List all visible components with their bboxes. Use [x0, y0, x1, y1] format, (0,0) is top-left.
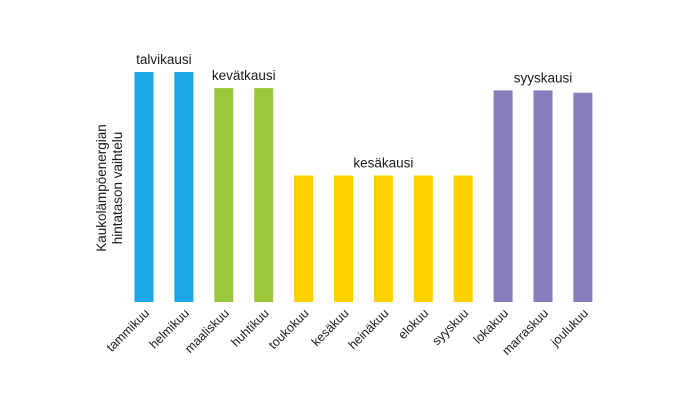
bar-marraskuu — [533, 90, 553, 303]
bar-heinäkuu — [373, 175, 393, 302]
bar-joulukuu — [573, 92, 593, 302]
x-tick-label: toukokuu — [266, 306, 312, 352]
bar-maaliskuu — [214, 88, 234, 302]
bar-elokuu — [413, 175, 433, 302]
bar-toukokuu — [294, 175, 314, 302]
bar-syyskuu — [453, 175, 473, 302]
bars-group — [134, 72, 593, 303]
x-tick-label: syyskuu — [429, 306, 471, 348]
bar-huhtikuu — [254, 88, 274, 302]
bar-kesäkuu — [334, 175, 353, 302]
bar-lokakuu — [493, 90, 513, 303]
x-tick-label: lokakuu — [471, 306, 511, 346]
y-axis-label-line-2: hintatason vaihtelu — [110, 132, 125, 245]
bar-tammikuu — [134, 72, 154, 302]
x-tick-label: joulukuu — [547, 306, 591, 350]
x-tick-label: heinäkuu — [346, 306, 392, 352]
y-axis-label-line-1: Kaukolämpöenergian — [94, 124, 109, 252]
x-tick-label: tammikuu — [104, 306, 152, 354]
x-tick-label: elokuu — [395, 306, 431, 342]
season-label-syyskausi: syyskausi — [514, 70, 573, 85]
season-label-talvikausi: talvikausi — [136, 52, 192, 67]
bar-helmikuu — [174, 72, 194, 302]
season-labels-group: talvikausi kevätkausi kesäkausi syyskausi — [136, 52, 572, 171]
season-label-kevätkausi: kevätkausi — [212, 68, 276, 83]
season-label-kesäkausi: kesäkausi — [353, 156, 413, 171]
x-tick-label: maaliskuu — [182, 306, 232, 356]
x-tick-label: huhtikuu — [229, 306, 272, 349]
x-tick-labels-group: tammikuuhelmikuumaaliskuuhuhtikuutoukoku… — [104, 306, 591, 358]
